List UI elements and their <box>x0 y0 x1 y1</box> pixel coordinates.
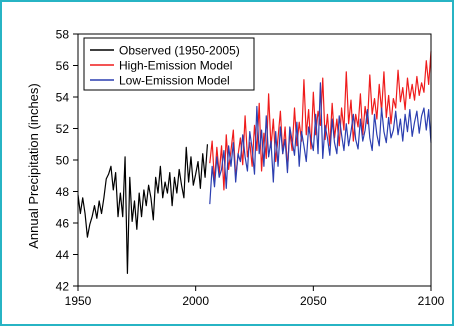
y-axis-label: Annual Precipitation (inches) <box>26 83 41 248</box>
x-tick-label: 2000 <box>182 294 209 308</box>
y-tick-label: 44 <box>56 248 70 262</box>
series-line-1 <box>209 51 432 191</box>
y-tick-label: 46 <box>56 217 70 231</box>
series-line-2 <box>209 82 432 205</box>
series-line-0 <box>77 144 209 274</box>
legend-label: Low-Emission Model <box>119 74 230 88</box>
y-tick-label: 42 <box>56 280 70 294</box>
legend-box <box>83 37 255 91</box>
y-tick-label: 56 <box>56 59 70 73</box>
legend-label: Observed (1950-2005) <box>119 44 240 58</box>
legend-label: High-Emission Model <box>119 59 232 73</box>
y-tick-label: 54 <box>56 91 70 105</box>
y-tick-label: 52 <box>56 122 70 136</box>
legend: Observed (1950-2005)High-Emission ModelL… <box>83 37 255 91</box>
y-tick-label: 48 <box>56 185 70 199</box>
x-tick-label: 2050 <box>300 294 327 308</box>
y-tick-label: 50 <box>56 154 70 168</box>
x-tick-label: 2100 <box>418 294 445 308</box>
x-tick-label: 1950 <box>65 294 92 308</box>
y-tick-label: 58 <box>56 28 70 42</box>
